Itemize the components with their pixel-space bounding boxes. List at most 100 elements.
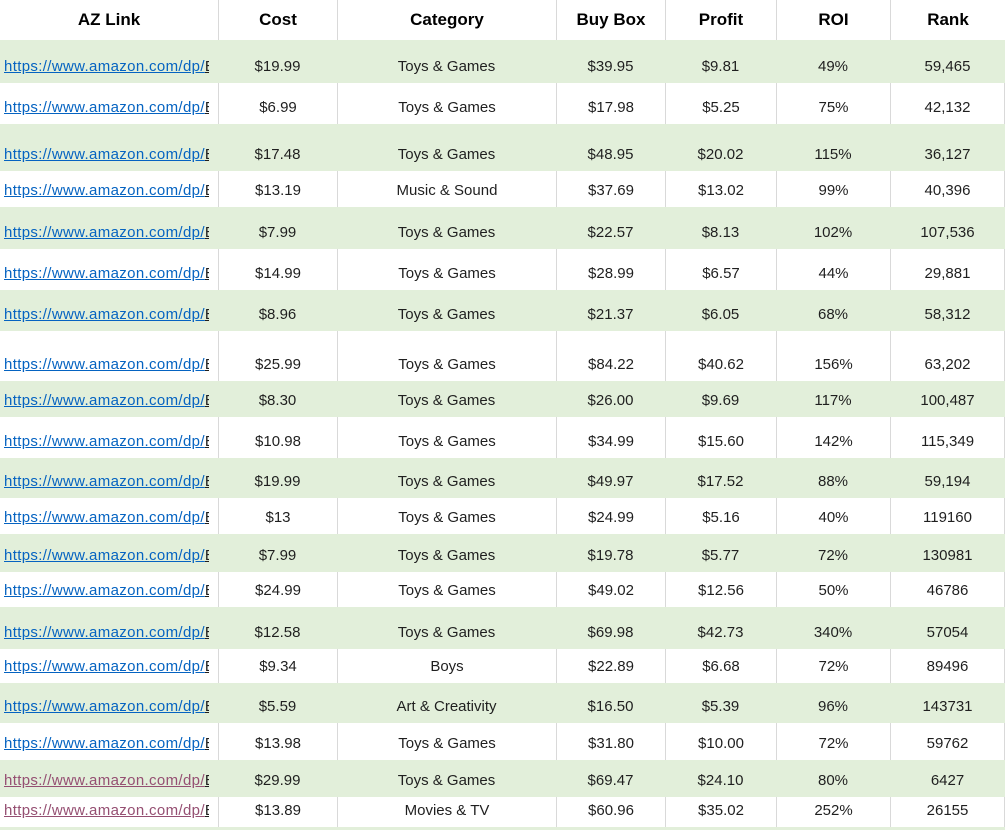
profit-cell[interactable]: $20.02 [697,146,744,163]
az-link-cell[interactable]: https://www.amazon.com/dp/B [0,723,218,760]
rank-cell[interactable]: 57054 [926,624,969,641]
profit-cell[interactable]: $15.60 [665,417,776,458]
header-profit[interactable]: Profit [665,0,776,40]
profit-cell[interactable]: $40.62 [665,331,776,381]
az-link-cell[interactable]: https://www.amazon.com/dp/B [0,290,218,331]
profit-cell[interactable]: $5.77 [701,547,740,564]
rank-cell[interactable]: 42,132 [890,83,1005,124]
header-az-link[interactable]: AZ Link [77,10,141,29]
roi-cell[interactable]: 117% [814,392,852,409]
rank-cell[interactable]: 29,881 [890,249,1005,290]
cost-cell[interactable]: $19.99 [254,473,301,490]
profit-cell[interactable]: $24.10 [697,772,744,789]
az-link-cell[interactable]: https://www.amazon.com/dp/B [0,649,218,683]
header-roi[interactable]: ROI [776,0,890,40]
buy-box-cell[interactable]: $19.78 [587,547,634,564]
cost-cell[interactable]: $17.48 [254,146,301,163]
header-rank[interactable]: Rank [890,0,1005,40]
buy-box-cell[interactable]: $84.22 [556,331,665,381]
az-link[interactable]: https://www.amazon.com/dp/ [4,182,205,199]
profit-cell[interactable]: $6.05 [701,306,740,323]
roi-cell[interactable]: 72% [817,547,849,564]
cost-cell[interactable]: $19.99 [254,58,301,75]
buy-box-cell[interactable]: $24.99 [556,498,665,534]
az-link-cell[interactable]: https://www.amazon.com/dp/B [0,83,218,124]
rank-cell[interactable]: 59,465 [924,58,971,75]
category-cell[interactable]: Toys & Games [397,547,496,564]
buy-box-cell[interactable]: $34.99 [556,417,665,458]
category-cell[interactable]: Toys & Games [397,772,496,789]
category-cell[interactable]: Toys & Games [337,572,556,607]
rank-cell[interactable]: 26155 [890,797,1005,827]
buy-box-cell[interactable]: $16.50 [587,698,634,715]
cost-cell[interactable]: $8.30 [258,392,297,409]
roi-cell[interactable]: 68% [817,306,849,323]
roi-cell[interactable]: 102% [813,224,853,241]
az-link[interactable]: https://www.amazon.com/dp/ [4,306,205,323]
profit-cell[interactable]: $9.69 [701,392,740,409]
buy-box-cell[interactable]: $22.89 [556,649,665,683]
category-cell[interactable]: Toys & Games [397,392,496,409]
roi-cell[interactable]: 88% [817,473,849,490]
cost-cell[interactable]: $14.99 [218,249,337,290]
az-link-cell[interactable]: https://www.amazon.com/dp/B [0,760,218,797]
profit-cell[interactable]: $5.16 [665,498,776,534]
category-cell[interactable]: Toys & Games [397,624,496,641]
az-link-cell[interactable]: https://www.amazon.com/dp/B [0,171,218,207]
cost-cell[interactable]: $12.58 [254,624,301,641]
roi-cell[interactable]: 75% [776,83,890,124]
roi-cell[interactable]: 156% [776,331,890,381]
cost-cell[interactable]: $5.59 [258,698,297,715]
buy-box-cell[interactable]: $28.99 [556,249,665,290]
az-link[interactable]: https://www.amazon.com/dp/ [4,146,205,163]
az-link[interactable]: https://www.amazon.com/dp/ [4,658,205,675]
buy-box-cell[interactable]: $39.95 [587,58,634,75]
category-cell[interactable]: Toys & Games [397,224,496,241]
buy-box-cell[interactable]: $22.57 [587,224,634,241]
buy-box-cell[interactable]: $60.96 [556,797,665,827]
az-link-cell[interactable]: https://www.amazon.com/dp/B [0,40,218,83]
header-buy-box[interactable]: Buy Box [556,0,665,40]
category-cell[interactable]: Toys & Games [337,498,556,534]
rank-cell[interactable]: 119160 [890,498,1005,534]
roi-cell[interactable]: 50% [776,572,890,607]
buy-box-cell[interactable]: $48.95 [587,146,634,163]
cost-cell[interactable]: $13.19 [218,171,337,207]
az-link[interactable]: https://www.amazon.com/dp/ [4,582,205,599]
az-link[interactable]: https://www.amazon.com/dp/ [4,224,205,241]
cost-cell[interactable]: $29.99 [254,772,301,789]
roi-cell[interactable]: 44% [776,249,890,290]
profit-cell[interactable]: $42.73 [697,624,744,641]
roi-cell[interactable]: 99% [776,171,890,207]
az-link[interactable]: https://www.amazon.com/dp/ [4,392,205,409]
roi-cell[interactable]: 72% [776,723,890,760]
az-link-cell[interactable]: https://www.amazon.com/dp/B [0,249,218,290]
roi-cell[interactable]: 142% [776,417,890,458]
profit-cell[interactable]: $17.52 [697,473,744,490]
az-link-cell[interactable]: https://www.amazon.com/dp/B [0,572,218,607]
az-link-cell[interactable]: https://www.amazon.com/dp/B [0,498,218,534]
az-link-cell[interactable]: https://www.amazon.com/dp/B [0,797,218,827]
cost-cell[interactable]: $13 [218,498,337,534]
roi-cell[interactable]: 49% [817,58,849,75]
category-cell[interactable]: Toys & Games [337,249,556,290]
az-link-cell[interactable]: https://www.amazon.com/dp/B [0,207,218,249]
profit-cell[interactable]: $35.02 [665,797,776,827]
az-link[interactable]: https://www.amazon.com/dp/ [4,802,205,819]
rank-cell[interactable]: 58,312 [924,306,971,323]
profit-cell[interactable]: $5.39 [701,698,740,715]
az-link[interactable]: https://www.amazon.com/dp/ [4,433,205,450]
az-link-cell[interactable]: https://www.amazon.com/dp/B [0,417,218,458]
az-link-cell[interactable]: https://www.amazon.com/dp/B [0,607,218,649]
az-link[interactable]: https://www.amazon.com/dp/ [4,58,205,75]
header-category[interactable]: Category [337,0,556,40]
rank-cell[interactable]: 115,349 [890,417,1005,458]
roi-cell[interactable]: 340% [813,624,853,641]
buy-box-cell[interactable]: $17.98 [556,83,665,124]
profit-cell[interactable]: $10.00 [665,723,776,760]
cost-cell[interactable]: $24.99 [218,572,337,607]
category-cell[interactable]: Toys & Games [397,146,496,163]
category-cell[interactable]: Boys [337,649,556,683]
az-link[interactable]: https://www.amazon.com/dp/ [4,99,205,116]
az-link[interactable]: https://www.amazon.com/dp/ [4,473,205,490]
